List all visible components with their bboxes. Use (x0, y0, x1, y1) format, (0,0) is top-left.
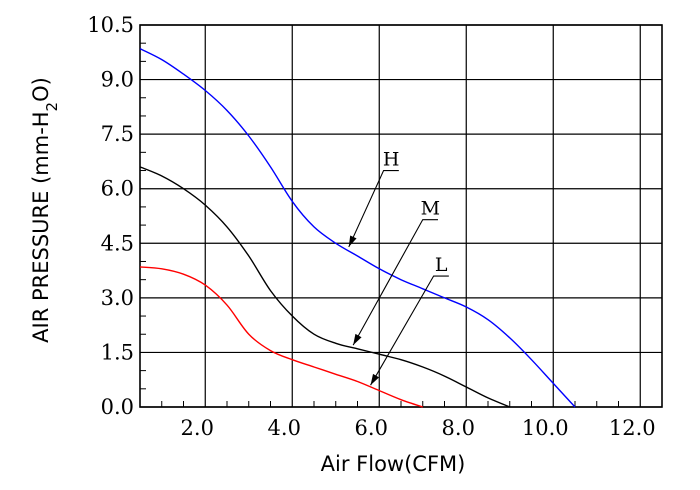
y-tick-label-5: 7.5 (101, 122, 134, 146)
x-axis-title: Air Flow(CFM) (321, 452, 466, 476)
y-axis-title-main: AIR PRESSURE (mm-H (29, 111, 53, 342)
leader-line-M (352, 219, 438, 346)
y-tick-label-1: 1.5 (101, 340, 134, 364)
y-axis-title-subscript: 2 (43, 102, 61, 112)
curve-label-M: M (421, 198, 440, 220)
x-tick-label-3: 8.0 (442, 416, 475, 440)
curve-annotations: H M L (348, 149, 449, 386)
x-tick-label-5: 12.0 (609, 416, 656, 440)
y-axis-title-end: O) (29, 77, 53, 102)
leader-line-L (370, 275, 449, 386)
leader-arrowhead-L (370, 373, 380, 386)
series-line-L (139, 266, 424, 408)
y-tick-label-4: 6.0 (101, 177, 134, 201)
series-line-H (139, 47, 576, 408)
y-tick-label-3: 4.5 (101, 231, 134, 255)
x-tick-label-0: 2.0 (181, 416, 214, 440)
leader-line-H (348, 169, 399, 248)
leader-arrowhead-M (353, 333, 362, 346)
y-tick-label-7: 10.5 (87, 13, 134, 37)
tick-labels: 0.0 1.5 3.0 4.5 6.0 7.5 9.0 10.5 2.0 4.0 6.0 8.0 10.… (87, 13, 655, 440)
y-axis-title: AIR PRESSURE (mm-H2O) (29, 77, 61, 343)
series-curves (139, 47, 576, 408)
series-line-M (139, 166, 511, 408)
y-tick-label-6: 9.0 (101, 68, 134, 92)
plot-frame (139, 24, 663, 408)
x-tick-label-1: 4.0 (268, 416, 301, 440)
x-tick-label-4: 10.0 (522, 416, 569, 440)
curve-label-L: L (435, 254, 448, 276)
curve-label-H: H (383, 149, 400, 171)
leader-arrowhead-H (348, 235, 357, 247)
y-tick-label-0: 0.0 (101, 395, 134, 419)
y-tick-label-2: 3.0 (101, 286, 134, 310)
x-tick-label-2: 6.0 (355, 416, 388, 440)
grid (139, 24, 663, 408)
